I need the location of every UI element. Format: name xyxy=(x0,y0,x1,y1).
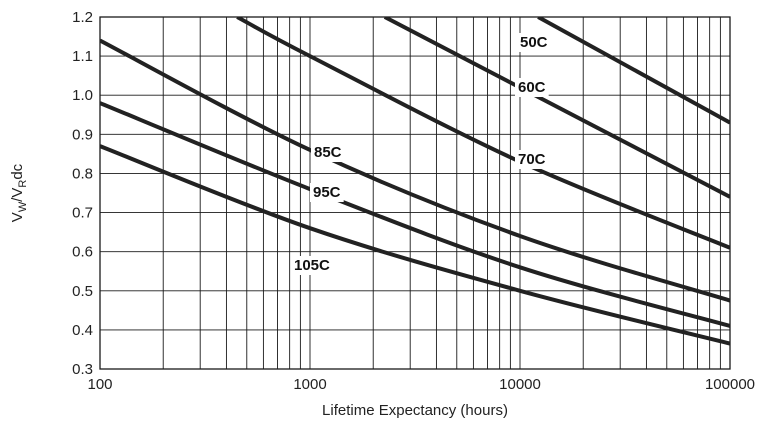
series-line-95c xyxy=(100,101,730,328)
plot-frame xyxy=(99,16,731,370)
series-line-60c xyxy=(383,17,730,199)
y-tick-label: 0.8 xyxy=(72,165,93,182)
series-label-bg xyxy=(291,256,334,275)
x-axis-title: Lifetime Expectancy (hours) xyxy=(322,402,508,419)
x-tick-label: 10000 xyxy=(499,376,541,393)
x-tick-label: 1000 xyxy=(293,376,326,393)
series-label-50c: 50C xyxy=(520,34,548,51)
grid xyxy=(99,16,731,370)
series-label-95c: 95C xyxy=(313,184,341,201)
y-tick-label: 0.9 xyxy=(72,126,93,143)
y-tick-label: 0.3 xyxy=(72,361,93,378)
series-lines xyxy=(100,17,730,346)
series-label-105c: 105C xyxy=(294,257,330,274)
series-label-bg xyxy=(515,150,549,169)
y-tick-label: 0.5 xyxy=(72,283,93,300)
series-labels: 50C 60C 70C 85C 95C 105C xyxy=(291,33,551,275)
y-axis-title-v: V xyxy=(9,212,26,222)
y-tick-label: 1.2 xyxy=(72,9,93,26)
y-tick-label: 0.6 xyxy=(72,244,93,261)
series-line-85c xyxy=(100,38,730,303)
y-axis-title-tail: dc xyxy=(9,163,26,179)
y-tick-label: 1.1 xyxy=(72,48,93,65)
series-line-50c xyxy=(537,17,730,125)
series-label-bg xyxy=(517,33,551,52)
y-tick-label: 0.4 xyxy=(72,322,93,339)
series-line-70c xyxy=(236,17,730,250)
y-axis-title-sub-r: R xyxy=(17,180,29,188)
y-tick-label: 0.7 xyxy=(72,205,93,222)
series-label-bg xyxy=(515,78,549,97)
y-axis-title: VW/VRdc xyxy=(9,163,29,222)
y-tick-label: 1.0 xyxy=(72,87,93,104)
series-line-105c xyxy=(100,144,730,346)
y-axis-title-sub-w: W xyxy=(17,201,29,212)
series-label-bg xyxy=(311,143,345,162)
series-label-bg xyxy=(310,183,344,202)
y-axis-title-mid: /V xyxy=(9,188,26,202)
tick-labels: 100 1000 10000 100000 0.3 0.4 0.5 0.6 0.7 0.8 0.9 1… xyxy=(72,9,755,393)
series-label-70c: 70C xyxy=(518,151,546,168)
series-label-60c: 60C xyxy=(518,79,546,96)
x-tick-label: 100000 xyxy=(705,376,755,393)
series-label-85c: 85C xyxy=(314,144,342,161)
x-tick-label: 100 xyxy=(87,376,112,393)
